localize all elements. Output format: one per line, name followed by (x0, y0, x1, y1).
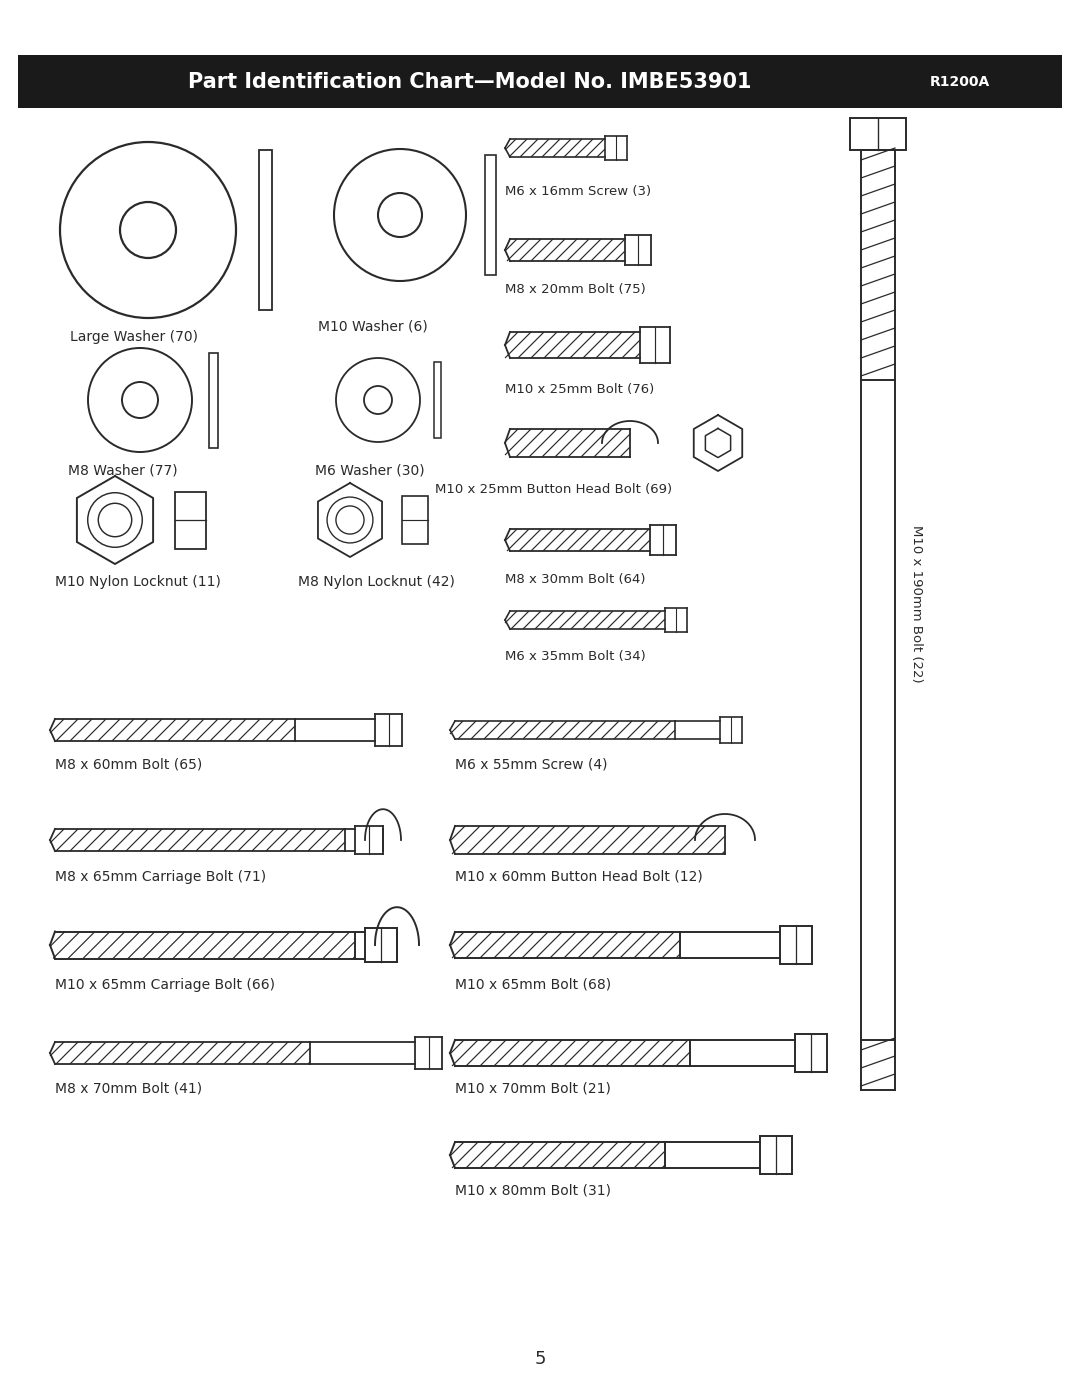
Text: M10 x 65mm Carriage Bolt (66): M10 x 65mm Carriage Bolt (66) (55, 978, 275, 992)
Text: M10 x 190mm Bolt (22): M10 x 190mm Bolt (22) (909, 525, 922, 683)
Text: Part Identification Chart—Model No. IMBE53901: Part Identification Chart—Model No. IMBE… (188, 71, 752, 91)
Text: M6 x 35mm Bolt (34): M6 x 35mm Bolt (34) (505, 650, 646, 664)
Text: M10 Washer (6): M10 Washer (6) (318, 320, 428, 334)
Bar (485, 155, 496, 275)
Text: M10 Nylon Locknut (11): M10 Nylon Locknut (11) (55, 576, 221, 590)
Text: M6 Washer (30): M6 Washer (30) (315, 462, 424, 476)
Text: M10 x 65mm Bolt (68): M10 x 65mm Bolt (68) (455, 978, 611, 992)
Text: M10 x 25mm Bolt (76): M10 x 25mm Bolt (76) (505, 383, 654, 395)
Text: Large Washer (70): Large Washer (70) (70, 330, 198, 344)
Text: M6 x 55mm Screw (4): M6 x 55mm Screw (4) (455, 759, 607, 773)
Text: M6 x 16mm Screw (3): M6 x 16mm Screw (3) (505, 184, 651, 198)
Text: M10 x 60mm Button Head Bolt (12): M10 x 60mm Button Head Bolt (12) (455, 870, 703, 884)
Bar (850, 117, 906, 149)
Text: M8 x 65mm Carriage Bolt (71): M8 x 65mm Carriage Bolt (71) (55, 870, 266, 884)
Text: M8 x 30mm Bolt (64): M8 x 30mm Bolt (64) (505, 573, 646, 585)
Text: M8 x 60mm Bolt (65): M8 x 60mm Bolt (65) (55, 759, 202, 773)
Text: R1200A: R1200A (930, 74, 990, 88)
Text: M8 x 70mm Bolt (41): M8 x 70mm Bolt (41) (55, 1083, 202, 1097)
Bar (402, 496, 428, 543)
Text: M8 x 20mm Bolt (75): M8 x 20mm Bolt (75) (505, 284, 646, 296)
Bar (433, 362, 441, 439)
Text: 5: 5 (535, 1350, 545, 1368)
Text: M8 Washer (77): M8 Washer (77) (68, 462, 177, 476)
Bar (208, 352, 217, 447)
Bar (18, 54, 1062, 108)
Bar (258, 149, 271, 310)
Bar (175, 492, 205, 549)
Text: M10 x 70mm Bolt (21): M10 x 70mm Bolt (21) (455, 1083, 611, 1097)
Text: M8 Nylon Locknut (42): M8 Nylon Locknut (42) (298, 576, 455, 590)
Text: M10 x 25mm Button Head Bolt (69): M10 x 25mm Button Head Bolt (69) (435, 483, 672, 496)
Text: M10 x 80mm Bolt (31): M10 x 80mm Bolt (31) (455, 1183, 611, 1197)
